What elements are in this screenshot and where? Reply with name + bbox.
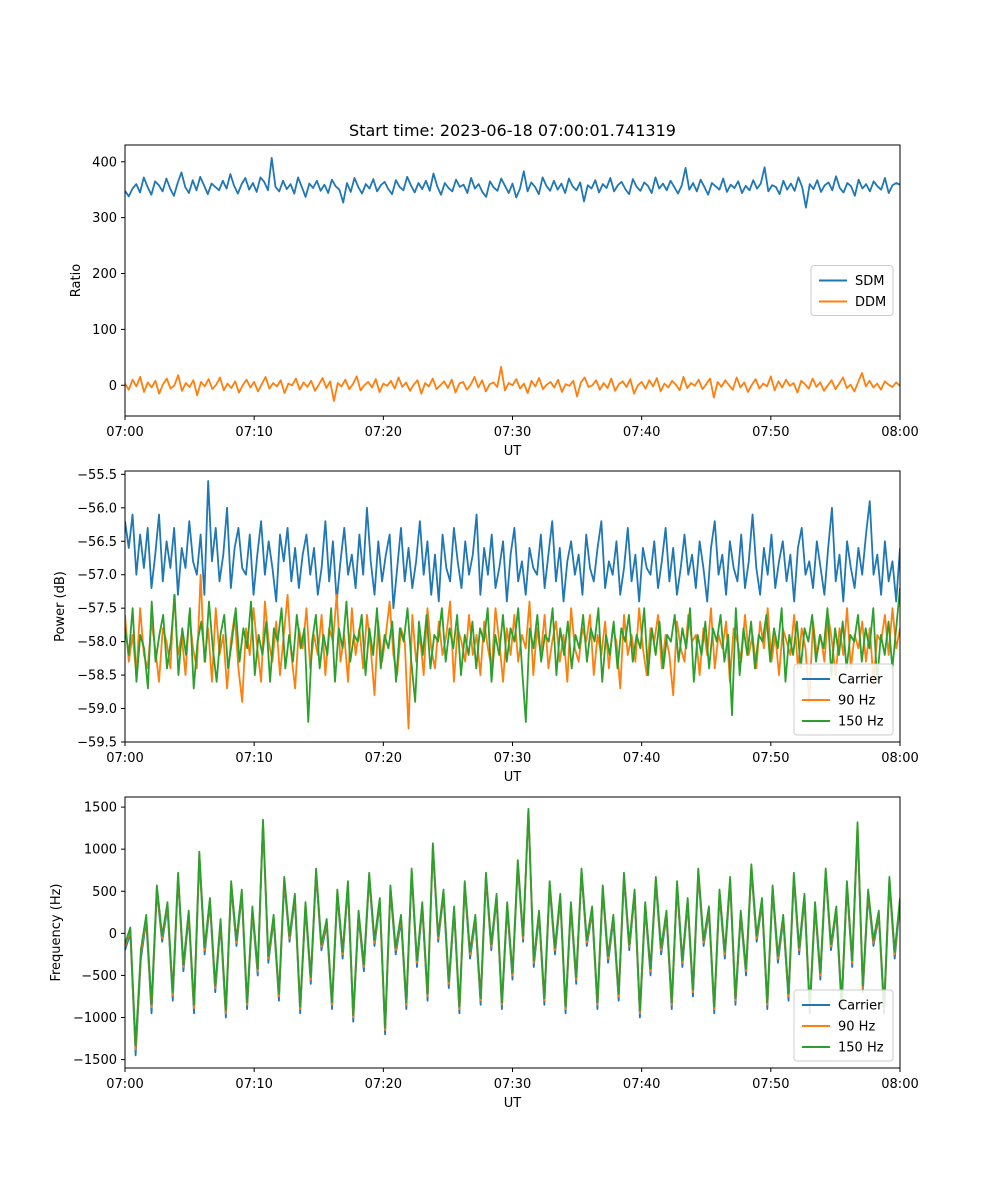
frequency-legend-label-90-hz: 90 Hz [838, 1020, 875, 1035]
frequency-y-tick-label: 0 [109, 927, 117, 942]
power-y-tick-label: −59.5 [77, 736, 117, 751]
power-x-tick-label: 07:00 [106, 751, 143, 766]
ratio-y-tick-label: 400 [92, 155, 117, 170]
ratio-x-tick-label: 08:00 [881, 425, 918, 440]
power-series-carrier [125, 480, 900, 610]
frequency-series-group [125, 807, 900, 1057]
power-x-tick-label: 07:10 [235, 751, 272, 766]
power-y-tick-label: −57.0 [77, 568, 117, 583]
ratio-x-tick-label: 07:00 [106, 425, 143, 440]
ratio-y-tick-label: 100 [92, 323, 117, 338]
power-x-axis-label: UT [504, 770, 522, 785]
ratio-x-tick-label: 07:40 [623, 425, 660, 440]
frequency-x-tick-label: 07:20 [365, 1077, 402, 1092]
panel-ratio: 07:00 07:10 07:20 07:30 07:40 07:50 08:00 0 100 2… [69, 144, 919, 459]
ratio-series-sdm [125, 156, 900, 209]
power-y-tick-label: −57.5 [77, 602, 117, 617]
power-x-tick-label: 07:20 [365, 751, 402, 766]
frequency-y-tick-label: −1500 [73, 1053, 117, 1068]
frequency-legend-box [793, 989, 894, 1062]
power-legend-label-90-hz: 90 Hz [838, 694, 875, 709]
frequency-x-tick-label: 08:00 [881, 1077, 918, 1092]
ratio-x-tick-label: 07:30 [494, 425, 531, 440]
frequency-legend-label-carrier: Carrier [838, 999, 883, 1014]
frequency-legend-label-150-hz: 150 Hz [838, 1041, 884, 1056]
panel-power: 07:00 07:10 07:20 07:30 07:40 07:50 08:00 −59.5… [53, 468, 919, 785]
power-x-tick-label: 07:40 [623, 751, 660, 766]
frequency-x-tick-label: 07:50 [752, 1077, 789, 1092]
frequency-y-tick-label: 1000 [84, 843, 117, 858]
ratio-y-tick-label: 0 [109, 379, 117, 394]
frequency-x-tick-label: 07:00 [106, 1077, 143, 1092]
power-y-tick-label: −56.0 [77, 501, 117, 516]
power-x-tick-label: 07:50 [752, 751, 789, 766]
power-y-tick-label: −56.5 [77, 535, 117, 550]
ratio-x-tick-label: 07:10 [235, 425, 272, 440]
chart-title: Start time: 2023-06-18 07:00:01.741319 [349, 121, 676, 140]
frequency-series-150-hz [125, 807, 900, 1047]
ratio-series-group [125, 156, 900, 402]
power-y-axis-label: Power (dB) [53, 571, 68, 642]
ratio-y-tick-label: 200 [92, 267, 117, 282]
ratio-series-ddm [125, 365, 900, 402]
frequency-y-tick-label: 500 [92, 885, 117, 900]
frequency-y-axis-label: Frequency (Hz) [49, 883, 64, 981]
frequency-x-tick-label: 07:30 [494, 1077, 531, 1092]
frequency-y-tick-label: −1000 [73, 1011, 117, 1026]
power-legend-box [793, 663, 894, 736]
panel-frequency: 07:00 07:10 07:20 07:30 07:40 07:50 08:00 −1500… [49, 796, 919, 1111]
power-x-tick-label: 07:30 [494, 751, 531, 766]
power-y-tick-label: −59.0 [77, 702, 117, 717]
power-legend: Carrier 90 Hz 150 Hz [793, 663, 894, 736]
power-y-tick-label: −58.0 [77, 635, 117, 650]
frequency-x-tick-label: 07:10 [235, 1077, 272, 1092]
frequency-legend: Carrier 90 Hz 150 Hz [793, 989, 894, 1062]
power-y-tick-label: −55.5 [77, 468, 117, 483]
power-x-tick-label: 08:00 [881, 751, 918, 766]
ratio-legend-box [810, 265, 894, 316]
ratio-x-tick-label: 07:20 [365, 425, 402, 440]
power-legend-label-150-hz: 150 Hz [838, 715, 884, 730]
frequency-x-axis-label: UT [504, 1096, 522, 1111]
power-series-150-hz [125, 588, 900, 723]
ratio-y-tick-label: 300 [92, 211, 117, 226]
ratio-x-axis-label: UT [504, 444, 522, 459]
power-legend-label-carrier: Carrier [838, 673, 883, 688]
ratio-legend: SDM DDM [810, 265, 894, 316]
ratio-y-axis-label: Ratio [69, 264, 84, 297]
ratio-legend-label-ddm: DDM [855, 295, 886, 310]
ratio-x-tick-label: 07:50 [752, 425, 789, 440]
power-y-tick-label: −58.5 [77, 669, 117, 684]
power-series-group [125, 480, 900, 730]
frequency-x-tick-label: 07:40 [623, 1077, 660, 1092]
frequency-y-tick-label: 1500 [84, 801, 117, 816]
frequency-y-tick-label: −500 [81, 969, 117, 984]
ratio-legend-label-sdm: SDM [855, 274, 884, 289]
